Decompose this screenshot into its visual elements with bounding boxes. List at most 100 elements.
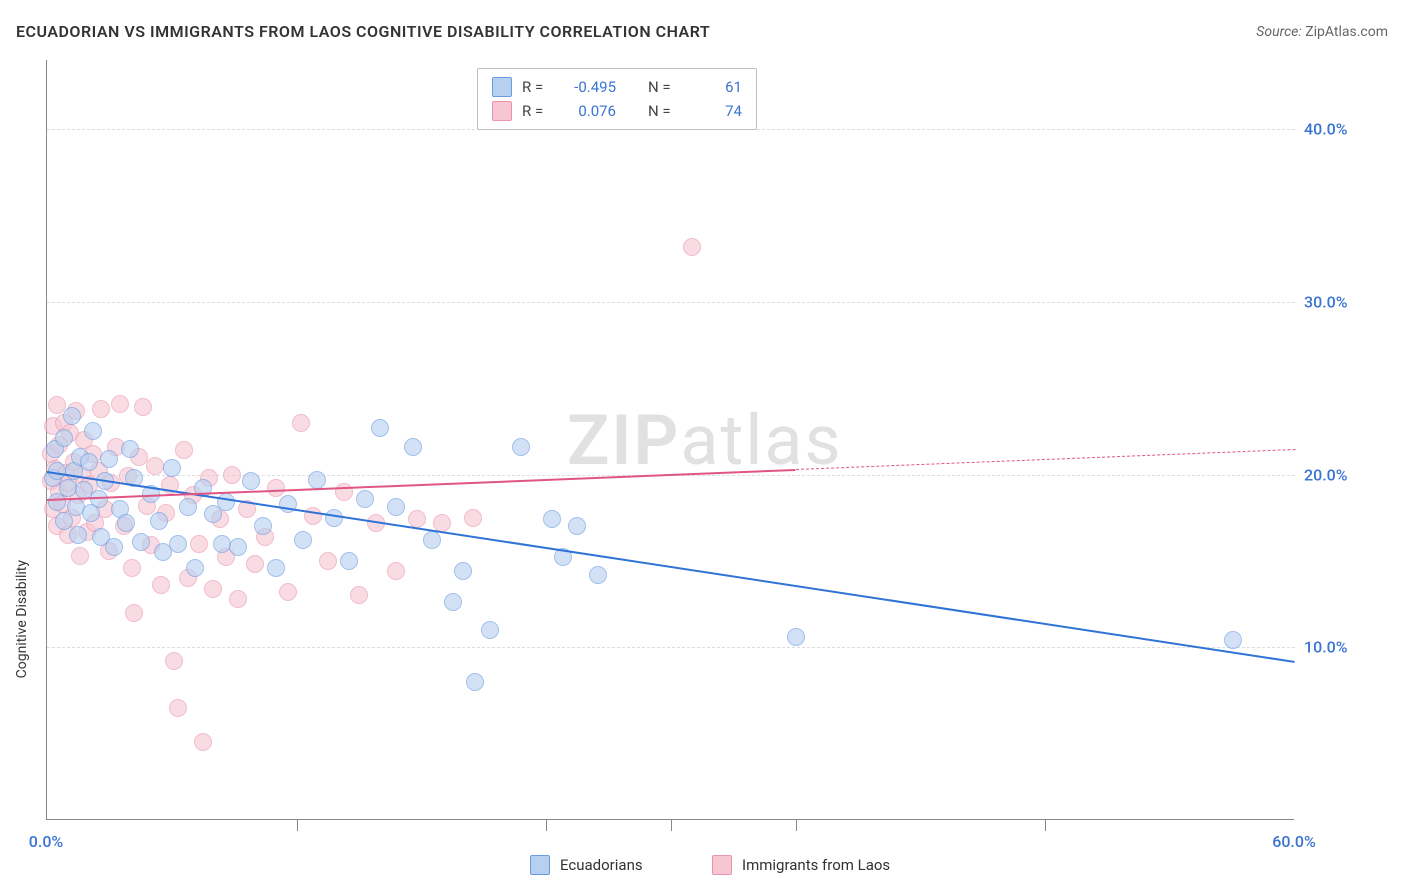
x-tick-mark	[671, 819, 672, 831]
scatter-point	[71, 547, 89, 565]
scatter-point	[69, 526, 87, 544]
scatter-point	[246, 555, 264, 573]
y-tick-label: 20.0%	[1304, 465, 1380, 484]
scatter-point	[387, 498, 405, 516]
scatter-point	[213, 535, 231, 553]
gridline	[47, 647, 1295, 648]
y-tick-label: 40.0%	[1304, 120, 1380, 139]
legend-bottom-1: Ecuadorians	[530, 855, 643, 875]
scatter-point	[125, 604, 143, 622]
swatch-series-1	[530, 855, 550, 875]
scatter-point	[254, 517, 272, 535]
scatter-point	[163, 459, 181, 477]
scatter-point	[683, 238, 701, 256]
scatter-point	[356, 490, 374, 508]
scatter-point	[267, 559, 285, 577]
scatter-point	[117, 514, 135, 532]
scatter-point	[335, 483, 353, 501]
x-tick-mark	[1045, 819, 1046, 831]
scatter-point	[169, 535, 187, 553]
scatter-point	[121, 440, 139, 458]
scatter-point	[454, 562, 472, 580]
scatter-point	[279, 583, 297, 601]
scatter-point	[92, 400, 110, 418]
scatter-point	[165, 652, 183, 670]
scatter-point	[217, 493, 235, 511]
scatter-point	[150, 512, 168, 530]
legend-bottom-2: Immigrants from Laos	[712, 855, 890, 875]
n-label: N =	[648, 99, 676, 123]
scatter-point	[55, 429, 73, 447]
x-tick-mark	[297, 819, 298, 831]
scatter-point	[229, 538, 247, 556]
scatter-point	[100, 450, 118, 468]
scatter-point	[568, 517, 586, 535]
scatter-point	[404, 438, 422, 456]
r-label: R =	[522, 99, 550, 123]
r-label: R =	[522, 75, 550, 99]
scatter-point	[292, 414, 310, 432]
r-value-2: 0.076	[560, 99, 616, 123]
legend-row-1: R = -0.495 N = 61	[492, 75, 742, 99]
trend-line	[47, 471, 1295, 663]
scatter-point	[481, 621, 499, 639]
scatter-point	[1224, 631, 1242, 649]
r-value-1: -0.495	[560, 75, 616, 99]
legend-label-2: Immigrants from Laos	[742, 856, 890, 874]
gridline	[47, 302, 1295, 303]
x-tick-label: 0.0%	[29, 832, 63, 851]
scatter-point	[84, 422, 102, 440]
scatter-point	[55, 512, 73, 530]
scatter-point	[134, 398, 152, 416]
chart-title: ECUADORIAN VS IMMIGRANTS FROM LAOS COGNI…	[16, 22, 710, 41]
scatter-point	[111, 395, 129, 413]
scatter-point	[242, 472, 260, 490]
x-tick-mark	[546, 819, 547, 831]
scatter-point	[466, 673, 484, 691]
source-value: ZipAtlas.com	[1305, 24, 1388, 40]
scatter-point	[229, 590, 247, 608]
scatter-point	[80, 453, 98, 471]
scatter-point	[350, 586, 368, 604]
scatter-point	[190, 535, 208, 553]
scatter-point	[543, 510, 561, 528]
x-tick-mark	[796, 819, 797, 831]
swatch-series-2	[712, 855, 732, 875]
scatter-point	[223, 466, 241, 484]
trend-line	[796, 449, 1295, 470]
scatter-point	[169, 699, 187, 717]
scatter-point	[340, 552, 358, 570]
scatter-point	[308, 471, 326, 489]
swatch-series-2	[492, 101, 512, 121]
y-tick-label: 30.0%	[1304, 292, 1380, 311]
scatter-point	[387, 562, 405, 580]
n-value-1: 61	[686, 75, 742, 99]
scatter-point	[105, 538, 123, 556]
x-tick-label: 60.0%	[1272, 832, 1316, 851]
n-label: N =	[648, 75, 676, 99]
scatter-point	[512, 438, 530, 456]
scatter-point	[175, 441, 193, 459]
scatter-point	[464, 509, 482, 527]
watermark-zip: ZIP	[567, 400, 680, 482]
plot-area: ZIPatlas R = -0.495 N = 61 R = 0.076 N =…	[46, 60, 1294, 820]
scatter-point	[204, 580, 222, 598]
scatter-point	[787, 628, 805, 646]
scatter-point	[59, 479, 77, 497]
swatch-series-1	[492, 77, 512, 97]
y-axis-label: Cognitive Disability	[14, 560, 30, 678]
plot-wrap: ZIPatlas R = -0.495 N = 61 R = 0.076 N =…	[46, 50, 1386, 820]
legend-label-1: Ecuadorians	[560, 856, 643, 874]
scatter-point	[267, 479, 285, 497]
scatter-point	[194, 733, 212, 751]
scatter-point	[179, 498, 197, 516]
correlation-legend: R = -0.495 N = 61 R = 0.076 N = 74	[477, 68, 757, 130]
scatter-point	[123, 559, 141, 577]
scatter-point	[186, 559, 204, 577]
scatter-point	[423, 531, 441, 549]
scatter-point	[371, 419, 389, 437]
n-value-2: 74	[686, 99, 742, 123]
legend-row-2: R = 0.076 N = 74	[492, 99, 742, 123]
scatter-point	[589, 566, 607, 584]
scatter-point	[294, 531, 312, 549]
